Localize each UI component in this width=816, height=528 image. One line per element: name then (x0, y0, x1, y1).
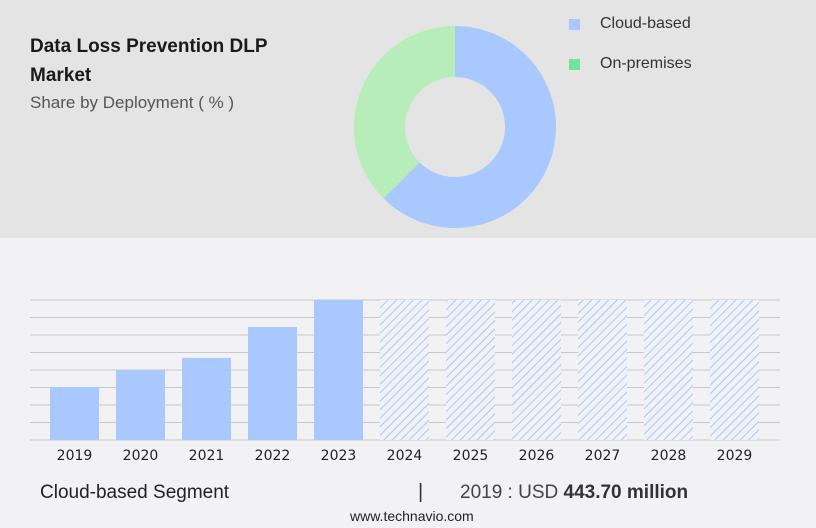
x-tick-label: 2022 (255, 448, 291, 464)
legend-item-cloud: Cloud-based (569, 15, 729, 35)
bar-series (50, 300, 759, 440)
x-axis-labels: 2019 2020 2021 2022 2023 2024 2025 2026 2027 2028… (57, 448, 753, 464)
legend-label: Cloud-based (600, 15, 691, 32)
x-tick-label: 2025 (453, 448, 489, 464)
bar-2022 (248, 326, 297, 440)
bar-2023 (314, 300, 363, 440)
x-tick-label: 2020 (123, 448, 159, 464)
donut-slice-cloud-based (383, 26, 556, 228)
x-tick-label: 2024 (387, 448, 423, 464)
bar-2020 (116, 370, 165, 440)
x-tick-label: 2027 (585, 448, 621, 464)
bar-2021 (182, 357, 231, 440)
legend-swatch-cloud (569, 19, 580, 30)
forecast-bar-2024 (380, 300, 429, 440)
legend-item-onprem: On-premises (569, 55, 729, 75)
x-tick-label: 2028 (651, 448, 687, 464)
x-tick-label: 2023 (321, 448, 357, 464)
value-amount: 443.70 million (563, 482, 689, 503)
x-tick-label: 2021 (189, 448, 225, 464)
website-link: www.technavio.com (350, 508, 474, 524)
bar-2019 (50, 386, 99, 440)
forecast-bar-2027 (578, 300, 627, 440)
forecast-bar-2026 (512, 300, 561, 440)
legend-swatch-onprem (569, 59, 580, 70)
x-tick-label: 2019 (57, 448, 93, 464)
legend-label: On-premises (600, 55, 692, 72)
x-tick-label: 2029 (717, 448, 753, 464)
page-title: Data Loss Prevention DLP Market (30, 36, 268, 86)
forecast-bar-2028 (644, 300, 693, 440)
separator: | (418, 481, 424, 503)
donut-slice-on-premises (353, 26, 455, 199)
forecast-bar-2029 (710, 300, 759, 440)
year-label: 2019 : USD (460, 482, 564, 503)
forecast-bar-2025 (446, 300, 495, 440)
page-subtitle: Share by Deployment ( % ) (30, 93, 235, 112)
donut-chart (353, 26, 556, 228)
x-tick-label: 2026 (519, 448, 555, 464)
segment-label: Cloud-based Segment (40, 482, 230, 503)
segment-value: 2019 : USD 443.70 million (460, 482, 688, 504)
